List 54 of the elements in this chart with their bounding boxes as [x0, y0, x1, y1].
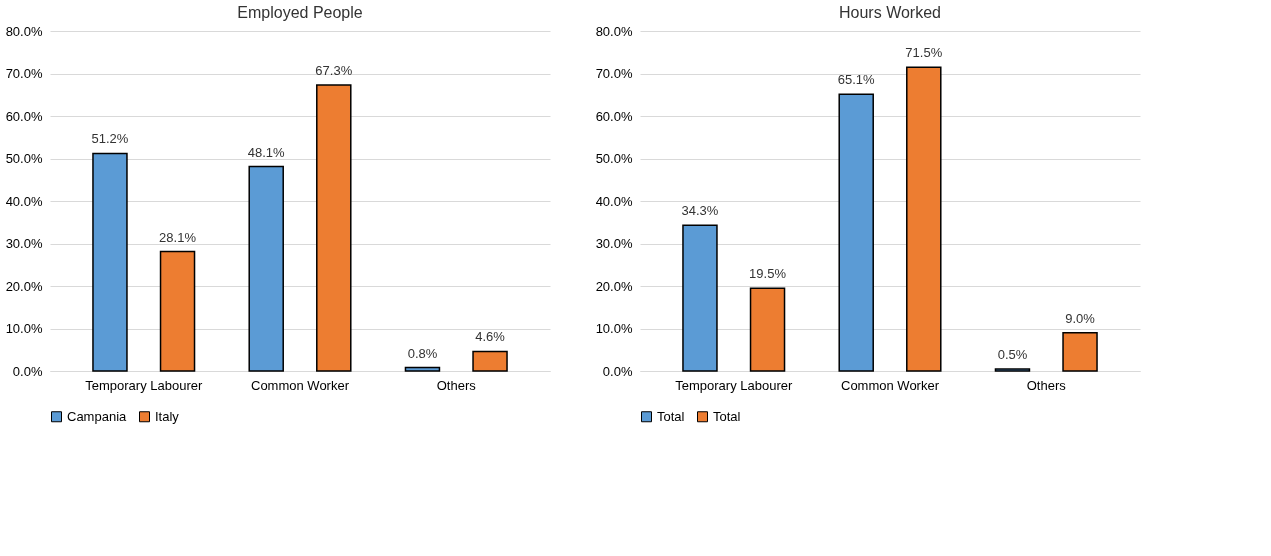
bar: [1062, 332, 1098, 372]
y-tick-label: 80.0%: [5, 23, 43, 39]
x-tick-label: Others: [1026, 377, 1067, 393]
y-tick-label: 20.0%: [5, 278, 43, 294]
bar: [316, 84, 352, 372]
y-tick-label: 40.0%: [5, 193, 43, 209]
y-tick-label: 0.0%: [12, 363, 43, 379]
bar: [682, 224, 718, 372]
data-label: 48.1%: [247, 144, 286, 160]
data-label: 71.5%: [905, 45, 943, 61]
bar: [906, 66, 942, 372]
data-label: 51.2%: [91, 131, 129, 147]
legend-label: Campania: [67, 408, 128, 424]
data-label: 34.3%: [681, 203, 719, 219]
y-tick-label: 60.0%: [595, 108, 633, 124]
data-label: 19.5%: [749, 266, 787, 282]
legend-label: Italy: [155, 408, 180, 424]
y-tick-label: 30.0%: [5, 236, 43, 251]
bar: [749, 287, 786, 372]
y-tick-label: 80.0%: [595, 23, 633, 39]
data-label: 4.6%: [475, 329, 506, 345]
y-tick-label: 30.0%: [595, 236, 633, 251]
y-tick-label: 10.0%: [595, 321, 633, 336]
y-tick-label: 70.0%: [5, 66, 43, 81]
data-label: 65.1%: [837, 72, 876, 88]
y-tick-label: 50.0%: [595, 151, 633, 166]
y-tick-label: 10.0%: [5, 321, 43, 336]
chart-title: Hours Worked: [839, 4, 941, 21]
y-tick-label: 0.0%: [602, 363, 633, 379]
x-tick-label: Common Worker: [840, 377, 940, 393]
data-label: 0.5%: [997, 346, 1028, 362]
x-tick-label: Others: [436, 377, 477, 393]
chart-title: Employed People: [237, 4, 363, 21]
bar: [472, 350, 508, 372]
bar: [248, 165, 284, 372]
y-tick-label: 40.0%: [595, 193, 633, 209]
x-tick-label: Temporary Labourer: [675, 377, 793, 393]
data-label: 9.0%: [1065, 310, 1096, 326]
y-tick-label: 70.0%: [595, 66, 633, 81]
x-tick-label: Common Worker: [250, 377, 350, 393]
bar: [92, 152, 128, 372]
legend-label: Total: [657, 408, 685, 424]
legend-label: Total: [713, 408, 741, 424]
bar: [838, 93, 874, 372]
bar: [159, 250, 196, 372]
x-tick-label: Temporary Labourer: [85, 377, 203, 393]
y-tick-label: 20.0%: [595, 278, 633, 294]
data-label: 67.3%: [315, 62, 353, 78]
data-label: 28.1%: [159, 229, 197, 245]
y-tick-label: 50.0%: [5, 151, 43, 166]
data-label: 0.8%: [407, 345, 438, 361]
bar: [994, 368, 1031, 372]
bar: [404, 366, 441, 372]
y-tick-label: 60.0%: [5, 108, 43, 124]
